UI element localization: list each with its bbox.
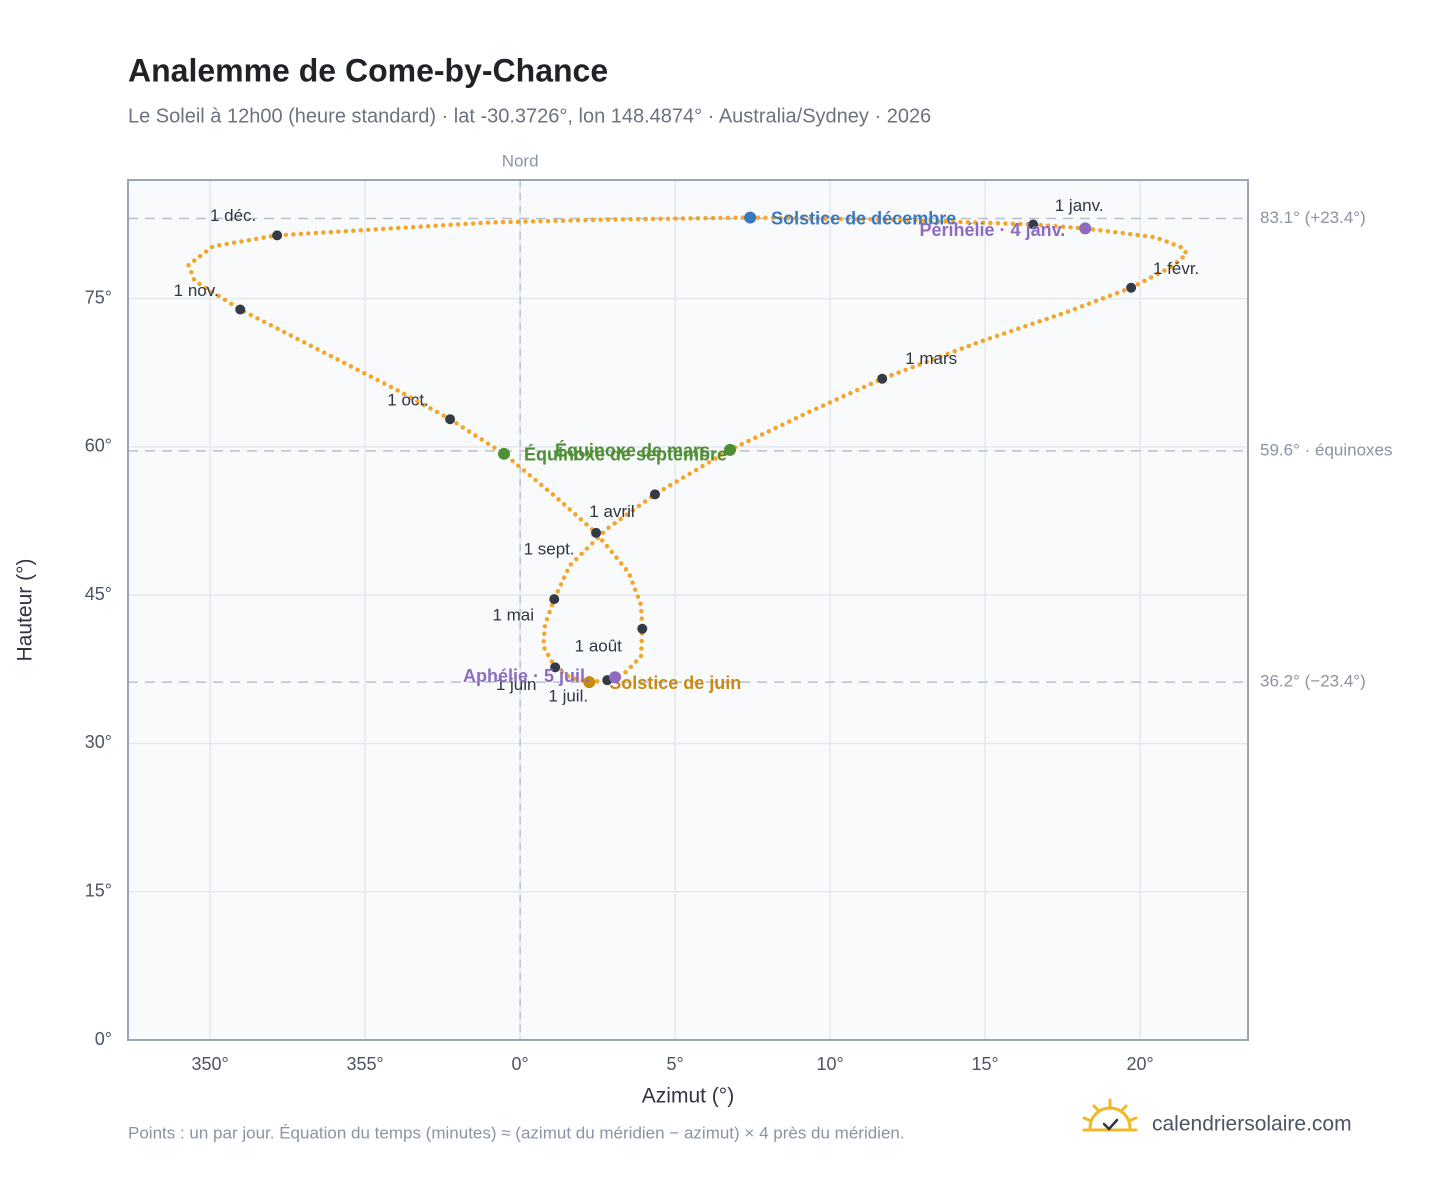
event-marker bbox=[1079, 222, 1092, 235]
reference-label: 59.6° · équinoxes bbox=[1260, 440, 1393, 459]
month-marker bbox=[272, 230, 283, 241]
month-marker bbox=[591, 527, 602, 538]
event-label: Équinoxe de septembre bbox=[524, 444, 727, 465]
y-axis-title: Hauteur (°) bbox=[14, 559, 37, 662]
event-label: Périhélie · 4 janv. bbox=[920, 220, 1066, 240]
chart-title: Analemme de Come-by-Chance bbox=[128, 52, 608, 88]
y-tick-label: 60° bbox=[85, 436, 112, 456]
event-marker bbox=[608, 671, 621, 684]
month-label: 1 juin bbox=[496, 675, 537, 694]
x-axis-title: Azimut (°) bbox=[642, 1085, 734, 1108]
month-marker bbox=[445, 414, 456, 425]
x-tick-label: 10° bbox=[817, 1054, 844, 1074]
x-tick-label: 355° bbox=[347, 1054, 384, 1074]
y-tick-label: 15° bbox=[85, 880, 112, 900]
month-marker bbox=[550, 662, 561, 673]
month-marker bbox=[1028, 219, 1039, 230]
event-marker bbox=[498, 447, 511, 460]
analemma-path bbox=[186, 215, 1189, 685]
month-marker bbox=[637, 623, 648, 634]
month-marker bbox=[1126, 282, 1137, 293]
month-label: 1 janv. bbox=[1055, 196, 1104, 215]
month-marker bbox=[877, 373, 888, 384]
month-label: 1 avril bbox=[589, 502, 634, 521]
month-label: 1 févr. bbox=[1153, 259, 1199, 278]
y-tick-label: 75° bbox=[85, 287, 112, 307]
y-tick-label: 30° bbox=[85, 732, 112, 752]
month-label: 1 nov. bbox=[174, 281, 219, 300]
reference-label: 83.1° (+23.4°) bbox=[1260, 208, 1366, 227]
x-tick-label: 5° bbox=[667, 1054, 684, 1074]
event-marker bbox=[583, 676, 596, 689]
y-tick-label: 0° bbox=[95, 1029, 112, 1049]
month-label: 1 mai bbox=[492, 606, 534, 625]
month-label: 1 juil. bbox=[548, 687, 588, 706]
month-label: 1 août bbox=[575, 636, 623, 655]
event-label: Solstice de décembre bbox=[771, 208, 956, 228]
event-label: Solstice de juin bbox=[609, 673, 741, 693]
north-label: Nord bbox=[502, 151, 539, 170]
x-tick-label: 350° bbox=[192, 1054, 229, 1074]
month-marker bbox=[649, 489, 660, 500]
month-label: 1 déc. bbox=[210, 206, 256, 225]
month-label: 1 mars bbox=[905, 349, 957, 368]
chart-subtitle: Le Soleil à 12h00 (heure standard) · lat… bbox=[128, 105, 931, 127]
event-label: Aphélie · 5 juil. bbox=[463, 666, 590, 686]
event-marker bbox=[744, 211, 757, 224]
x-tick-label: 0° bbox=[512, 1054, 529, 1074]
month-marker bbox=[549, 594, 560, 605]
event-marker bbox=[724, 443, 737, 456]
reference-label: 36.2° (−23.4°) bbox=[1260, 672, 1366, 691]
y-tick-label: 45° bbox=[85, 584, 112, 604]
month-marker bbox=[235, 304, 246, 315]
x-tick-label: 20° bbox=[1127, 1054, 1154, 1074]
x-tick-label: 15° bbox=[972, 1054, 999, 1074]
plot-background bbox=[128, 180, 1248, 1040]
brand-icon bbox=[1082, 1098, 1138, 1132]
brand: calendriersolaire.com bbox=[1152, 1113, 1352, 1136]
month-label: 1 sept. bbox=[524, 539, 575, 558]
footnote: Points : un par jour. Équation du temps … bbox=[128, 1123, 905, 1142]
plot-frame bbox=[127, 179, 1249, 1041]
month-label: 1 oct. bbox=[387, 391, 429, 410]
event-label: Équinoxe de mars bbox=[555, 440, 710, 461]
